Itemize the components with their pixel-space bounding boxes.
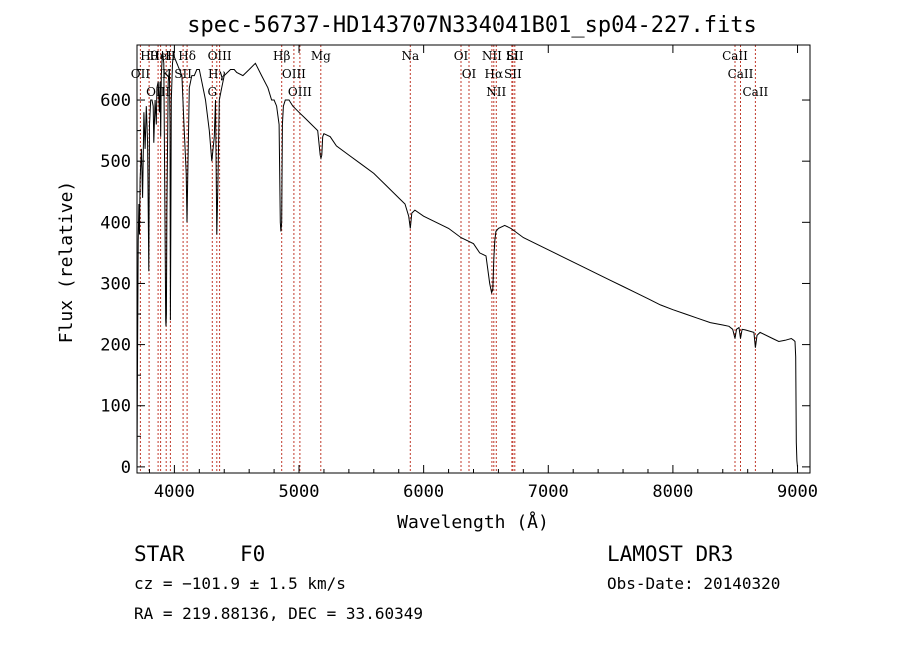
spectral-line-label: OIII <box>282 67 306 81</box>
x-tick-label: 4000 <box>154 482 195 502</box>
spectral-line-label: Hθ <box>140 49 158 63</box>
x-tick-label: 5000 <box>279 482 320 502</box>
spectral-line-label: CaII <box>728 67 754 81</box>
y-axis-label: Flux (relative) <box>56 181 77 344</box>
spectral-line-label: H <box>165 49 175 63</box>
spectral-line-label: SII <box>506 49 524 63</box>
redshift-cz: cz = −101.9 ± 1.5 km/s <box>134 574 346 593</box>
spectral-line-label: OIII <box>208 49 232 63</box>
spectral-line-label: K <box>162 67 172 81</box>
spectral-line-label: CaII <box>722 49 748 63</box>
x-tick-label: 8000 <box>652 482 693 502</box>
y-tick-label: 0 <box>121 458 131 478</box>
spectral-line-label: Na <box>401 49 419 63</box>
spectral-line-label: Hγ <box>208 67 226 81</box>
spectral-line-markers <box>139 45 756 473</box>
y-tick-label: 100 <box>100 397 131 417</box>
spectral-line-label: OI <box>454 49 469 63</box>
object-type: STAR <box>134 542 185 566</box>
y-axis-ticks: 0 100 200 300 400 500 600 <box>100 68 810 478</box>
spectral-line-label: G <box>208 85 218 99</box>
spectral-line-label: Mg <box>311 49 331 63</box>
y-tick-label: 600 <box>100 91 131 111</box>
y-tick-label: 300 <box>100 274 131 294</box>
obs-date: Obs-Date: 20140320 <box>607 574 780 593</box>
x-axis-ticks: 4000 5000 6000 7000 8000 9000 <box>148 45 818 502</box>
object-subclass: F0 <box>240 542 265 566</box>
spectral-line-label: Li <box>506 49 518 63</box>
x-tick-label: 7000 <box>528 482 569 502</box>
spectral-line-label: NII <box>486 85 506 99</box>
x-tick-label: 6000 <box>403 482 444 502</box>
spectral-line-label: OII <box>131 67 151 81</box>
spectral-line-label: Hδ <box>178 49 196 63</box>
spectral-line-label: Hβ <box>273 49 290 63</box>
y-tick-label: 400 <box>100 213 131 233</box>
y-tick-label: 500 <box>100 152 131 172</box>
x-tick-label: 9000 <box>777 482 818 502</box>
plot-frame <box>136 44 811 474</box>
spectral-line-label: CaII <box>742 85 768 99</box>
coordinates: RA = 219.88136, DEC = 33.60349 <box>134 604 423 623</box>
chart-title: spec-56737-HD143707N334041B01_sp04-227.f… <box>187 13 757 38</box>
spectral-line-label: SII <box>174 67 192 81</box>
survey-name: LAMOST DR3 <box>607 542 733 566</box>
y-tick-label: 200 <box>100 336 131 356</box>
spectrum-line <box>136 51 798 467</box>
spectral-line-label: NII <box>482 49 502 63</box>
spectral-line-label: Hα <box>485 67 504 81</box>
spectral-line-label: SII <box>504 67 522 81</box>
spectral-line-label: OIII <box>288 85 312 99</box>
spectral-line-label: OI <box>462 67 477 81</box>
spectral-line-label: HeI <box>149 49 172 63</box>
x-axis-label: Wavelength (Å) <box>397 511 549 533</box>
